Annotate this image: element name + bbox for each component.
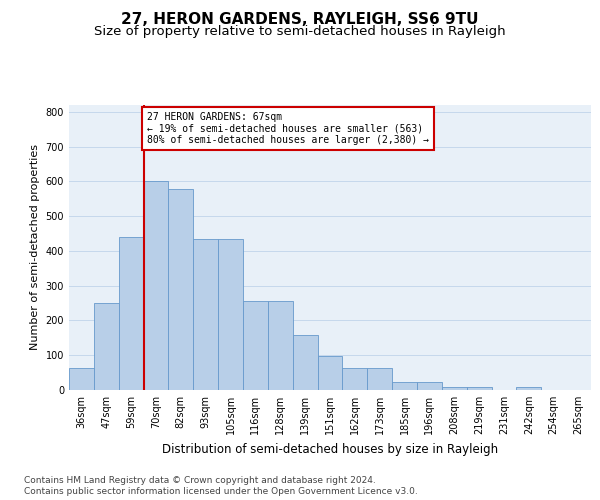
Bar xyxy=(517,387,541,390)
Bar xyxy=(317,356,343,390)
Text: 27, HERON GARDENS, RAYLEIGH, SS6 9TU: 27, HERON GARDENS, RAYLEIGH, SS6 9TU xyxy=(121,12,479,28)
Bar xyxy=(467,386,491,390)
Bar xyxy=(218,239,243,390)
Bar xyxy=(392,382,417,390)
Bar xyxy=(343,368,367,390)
Bar xyxy=(94,303,119,390)
Bar xyxy=(119,237,143,390)
Bar xyxy=(293,336,317,390)
Bar xyxy=(367,368,392,390)
X-axis label: Distribution of semi-detached houses by size in Rayleigh: Distribution of semi-detached houses by … xyxy=(162,442,498,456)
Bar xyxy=(193,239,218,390)
Y-axis label: Number of semi-detached properties: Number of semi-detached properties xyxy=(30,144,40,350)
Bar xyxy=(268,302,293,390)
Bar xyxy=(417,382,442,390)
Bar xyxy=(169,189,193,390)
Bar xyxy=(442,386,467,390)
Bar xyxy=(243,302,268,390)
Text: Contains public sector information licensed under the Open Government Licence v3: Contains public sector information licen… xyxy=(24,487,418,496)
Text: Size of property relative to semi-detached houses in Rayleigh: Size of property relative to semi-detach… xyxy=(94,25,506,38)
Bar xyxy=(143,182,169,390)
Text: 27 HERON GARDENS: 67sqm
← 19% of semi-detached houses are smaller (563)
80% of s: 27 HERON GARDENS: 67sqm ← 19% of semi-de… xyxy=(148,112,430,145)
Text: Contains HM Land Registry data © Crown copyright and database right 2024.: Contains HM Land Registry data © Crown c… xyxy=(24,476,376,485)
Bar xyxy=(69,368,94,390)
